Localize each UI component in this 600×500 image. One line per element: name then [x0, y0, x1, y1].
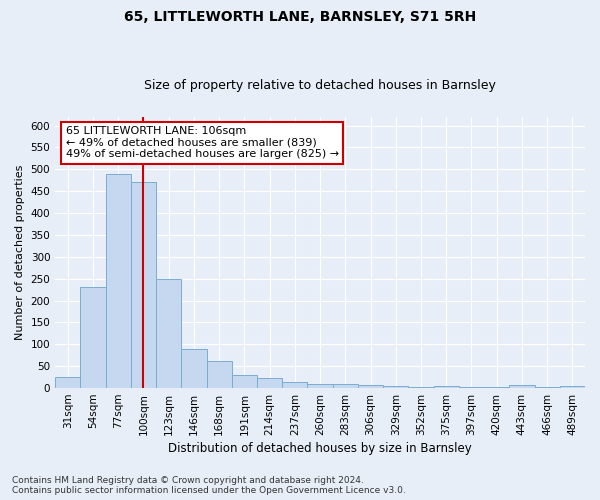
- Bar: [131, 182, 156, 388]
- Bar: [232, 375, 257, 388]
- Bar: [206, 360, 232, 388]
- Bar: [106, 174, 131, 388]
- Bar: [55, 377, 80, 388]
- Text: 65, LITTLEWORTH LANE, BARNSLEY, S71 5RH: 65, LITTLEWORTH LANE, BARNSLEY, S71 5RH: [124, 10, 476, 24]
- X-axis label: Distribution of detached houses by size in Barnsley: Distribution of detached houses by size …: [168, 442, 472, 455]
- Bar: [358, 384, 383, 388]
- Text: 65 LITTLEWORTH LANE: 106sqm
← 49% of detached houses are smaller (839)
49% of se: 65 LITTLEWORTH LANE: 106sqm ← 49% of det…: [66, 126, 339, 160]
- Bar: [332, 384, 358, 388]
- Bar: [80, 286, 106, 388]
- Bar: [156, 278, 181, 388]
- Bar: [509, 386, 535, 388]
- Bar: [560, 386, 585, 388]
- Bar: [484, 387, 509, 388]
- Bar: [257, 378, 282, 388]
- Bar: [282, 382, 307, 388]
- Bar: [535, 387, 560, 388]
- Title: Size of property relative to detached houses in Barnsley: Size of property relative to detached ho…: [144, 79, 496, 92]
- Text: Contains HM Land Registry data © Crown copyright and database right 2024.
Contai: Contains HM Land Registry data © Crown c…: [12, 476, 406, 495]
- Bar: [383, 386, 409, 388]
- Y-axis label: Number of detached properties: Number of detached properties: [15, 164, 25, 340]
- Bar: [409, 387, 434, 388]
- Bar: [307, 384, 332, 388]
- Bar: [459, 387, 484, 388]
- Bar: [434, 386, 459, 388]
- Bar: [181, 348, 206, 388]
